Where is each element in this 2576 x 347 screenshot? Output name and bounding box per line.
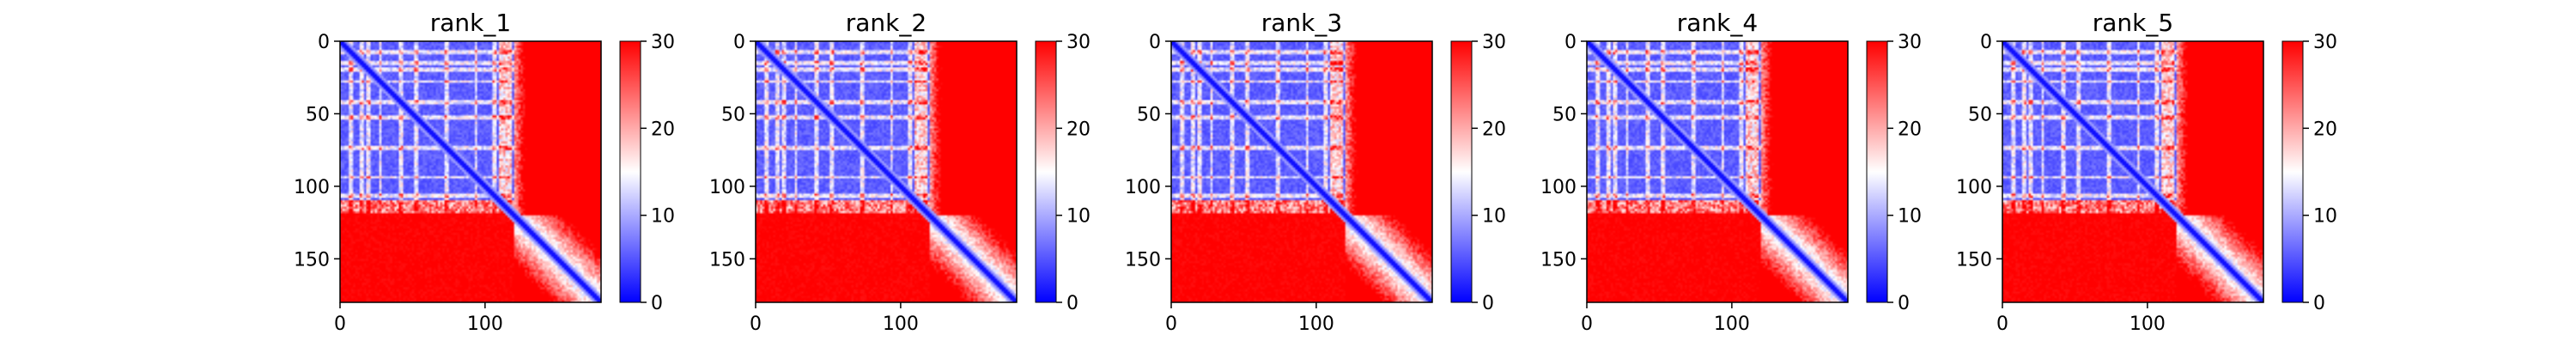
x-tick-label: 0: [1996, 314, 2008, 335]
heatmap-image: [1171, 41, 1432, 302]
x-tick-label: 100: [883, 314, 919, 335]
colorbar-tick-label: 30: [1898, 32, 1922, 53]
axes-frame: [755, 40, 1018, 303]
heatmap-image: [340, 41, 601, 302]
colorbar-tick-label: 10: [1898, 206, 1922, 228]
colorbar: [619, 40, 641, 303]
y-tick-label: 0: [1564, 32, 1577, 53]
y-tick-label: 150: [1956, 249, 1992, 271]
colorbar-tick-label: 0: [2313, 293, 2325, 314]
y-tick-label: 50: [721, 104, 745, 125]
colorbar-tick-label: 0: [1898, 293, 1910, 314]
colorbar-tick-label: 20: [1066, 119, 1091, 140]
colorbar-tick-label: 30: [1066, 32, 1091, 53]
axes-frame: [2002, 40, 2264, 303]
y-tick-label: 150: [709, 249, 745, 271]
x-tick-label: 0: [750, 314, 762, 335]
axes-frame: [1170, 40, 1433, 303]
colorbar: [1866, 40, 1888, 303]
x-tick-label: 0: [1581, 314, 1593, 335]
x-tick-label: 100: [467, 314, 503, 335]
y-tick-label: 150: [1125, 249, 1161, 271]
colorbar-tick-label: 20: [2313, 119, 2337, 140]
x-tick-label: 100: [2129, 314, 2166, 335]
y-tick-label: 100: [294, 177, 330, 198]
heatmap-image: [756, 41, 1017, 302]
y-tick-label: 150: [294, 249, 330, 271]
y-tick-label: 50: [1552, 104, 1577, 125]
x-tick-label: 100: [1714, 314, 1750, 335]
chart-title: rank_1: [430, 9, 511, 37]
y-tick-label: 100: [1125, 177, 1161, 198]
y-tick-label: 0: [1149, 32, 1161, 53]
chart-panel: rank_2 0 100 0 50 100 150 0 10 20 30: [709, 9, 1091, 335]
x-tick-label: 0: [334, 314, 346, 335]
colorbar-tick-label: 0: [1066, 293, 1078, 314]
chart-title: rank_2: [846, 9, 927, 37]
axes-frame: [339, 40, 602, 303]
heatmap-image: [1587, 41, 1848, 302]
colorbar-tick-label: 20: [651, 119, 675, 140]
y-tick-label: 50: [306, 104, 330, 125]
colorbar-tick-label: 20: [1482, 119, 1506, 140]
colorbar-tick-label: 0: [1482, 293, 1494, 314]
colorbar-tick-label: 10: [1066, 206, 1091, 228]
colorbar-tick-label: 20: [1898, 119, 1922, 140]
x-tick-label: 0: [1165, 314, 1177, 335]
colorbar-tick-label: 10: [2313, 206, 2337, 228]
y-tick-label: 100: [709, 177, 745, 198]
colorbar-tick-label: 30: [1482, 32, 1506, 53]
y-tick-label: 0: [1980, 32, 1992, 53]
chart-panel: rank_1 0 100 0 50 100 150 0 10 20 30: [294, 9, 675, 335]
axes-frame: [1586, 40, 1849, 303]
x-tick-label: 100: [1298, 314, 1334, 335]
y-tick-label: 50: [1137, 104, 1161, 125]
chart-title: rank_4: [1677, 9, 1758, 37]
colorbar-tick-label: 10: [651, 206, 675, 228]
colorbar-tick-label: 0: [651, 293, 663, 314]
colorbar: [1450, 40, 1473, 303]
colorbar-tick-label: 30: [2313, 32, 2337, 53]
chart-panel: rank_4 0 100 0 50 100 150 0 10 20 30: [1540, 9, 1922, 335]
y-tick-label: 100: [1956, 177, 1992, 198]
y-tick-label: 100: [1540, 177, 1577, 198]
chart-panel: rank_5 0 100 0 50 100 150 0 10 20 30: [1956, 9, 2337, 335]
heatmap-image: [2002, 41, 2263, 302]
colorbar-tick-label: 10: [1482, 206, 1506, 228]
y-tick-label: 50: [1968, 104, 1992, 125]
y-tick-label: 0: [318, 32, 330, 53]
colorbar: [2281, 40, 2304, 303]
chart-title: rank_5: [2093, 9, 2173, 37]
chart-panel: rank_3 0 100 0 50 100 150 0 10 20 30: [1125, 9, 1506, 335]
colorbar: [1035, 40, 1057, 303]
chart-title: rank_3: [1261, 9, 1342, 37]
y-tick-label: 150: [1540, 249, 1577, 271]
colorbar-tick-label: 30: [651, 32, 675, 53]
y-tick-label: 0: [733, 32, 745, 53]
